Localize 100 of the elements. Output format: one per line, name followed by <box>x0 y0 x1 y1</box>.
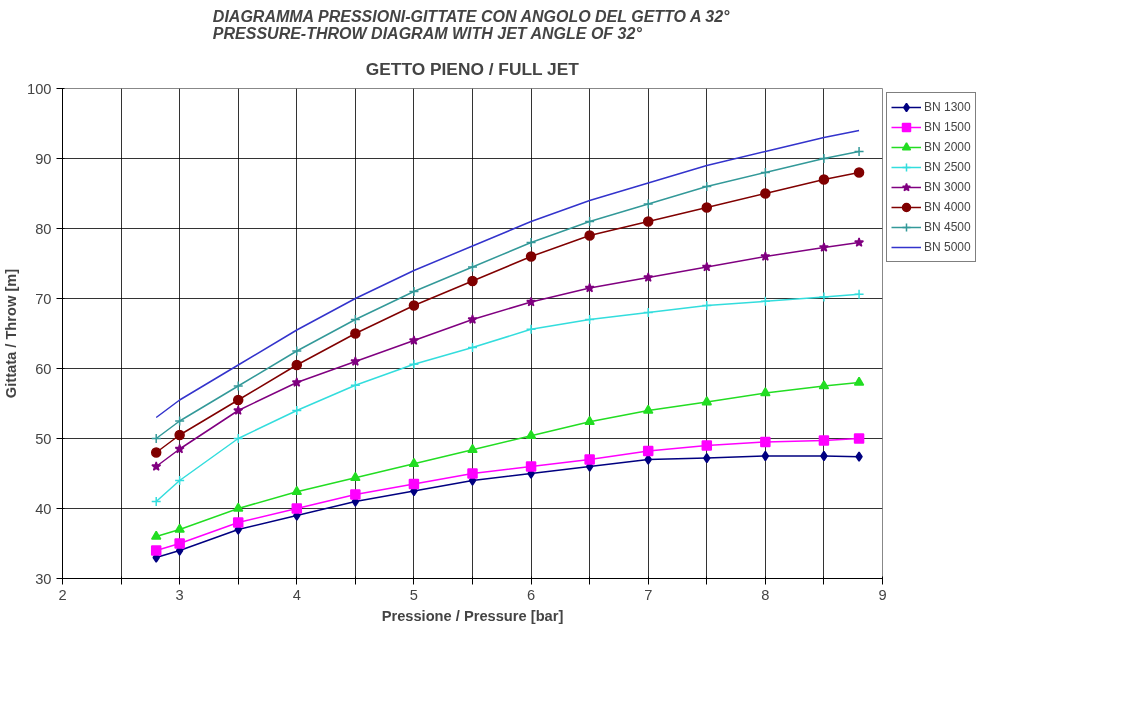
point <box>291 377 302 387</box>
point <box>584 415 595 426</box>
y-tick-label: 50 <box>35 430 52 447</box>
legend-label: BN 2500 <box>924 160 971 174</box>
point <box>350 489 361 500</box>
point <box>854 237 865 247</box>
point <box>584 454 595 465</box>
legend-label: BN 2000 <box>924 140 971 154</box>
point <box>408 478 420 490</box>
point <box>760 188 771 199</box>
point <box>467 261 478 273</box>
point <box>291 345 303 357</box>
point <box>760 436 771 448</box>
x-tick-label: 3 <box>175 586 184 603</box>
point <box>853 376 865 386</box>
chart-subtitle: GETTO PIENO / FULL JET <box>365 58 580 79</box>
y-tick-label: 70 <box>35 290 52 307</box>
point <box>853 167 865 178</box>
point <box>174 443 185 454</box>
point <box>291 405 303 416</box>
point <box>853 289 865 300</box>
legend-label: BN 4000 <box>924 200 971 214</box>
point <box>642 404 654 414</box>
point <box>408 335 419 345</box>
point <box>853 433 865 444</box>
x-tick-label: 8 <box>761 586 770 603</box>
point <box>174 538 185 549</box>
point <box>150 433 162 444</box>
point <box>643 272 654 282</box>
x-tick-label: 9 <box>878 586 887 603</box>
point <box>525 429 537 440</box>
point <box>408 359 420 370</box>
point <box>701 396 713 406</box>
point <box>233 405 244 415</box>
x-tick-label: 5 <box>409 586 419 603</box>
x-tick-label: 4 <box>292 586 301 603</box>
point <box>150 530 162 540</box>
point <box>174 429 185 441</box>
point <box>853 146 865 157</box>
y-tick-label: 60 <box>35 360 52 377</box>
point <box>467 275 478 287</box>
point <box>701 261 712 272</box>
point <box>174 523 185 533</box>
point <box>232 517 244 528</box>
point <box>232 433 244 444</box>
point <box>174 415 185 427</box>
legend-label: BN 1300 <box>924 100 971 114</box>
point <box>642 198 654 210</box>
point <box>701 181 713 192</box>
point <box>150 545 162 556</box>
point <box>526 296 537 307</box>
x-axis-title: Pressione / Pressure [bar] <box>381 607 564 624</box>
point <box>291 359 303 371</box>
point <box>855 451 863 462</box>
point <box>584 282 595 293</box>
x-tick-label: 7 <box>644 586 653 603</box>
point <box>291 503 303 514</box>
point <box>467 443 478 454</box>
point <box>150 496 162 507</box>
legend-label: BN 1500 <box>924 120 971 134</box>
point <box>150 447 162 458</box>
point <box>760 387 771 397</box>
point <box>467 314 478 324</box>
point <box>760 251 771 261</box>
point <box>701 202 713 213</box>
y-tick-label: 80 <box>35 220 52 237</box>
point <box>467 468 478 479</box>
point <box>818 291 830 303</box>
point <box>701 300 713 311</box>
point <box>408 300 420 311</box>
point <box>818 242 829 252</box>
legend-label: BN 5000 <box>924 240 971 254</box>
point <box>818 174 830 185</box>
point <box>232 394 244 406</box>
point <box>701 440 713 451</box>
legend-label: BN 3000 <box>924 180 971 194</box>
point <box>642 445 654 457</box>
x-tick-label: 6 <box>527 586 536 603</box>
y-tick-label: 90 <box>35 150 52 167</box>
point <box>151 461 162 471</box>
point <box>291 485 303 496</box>
point <box>525 251 537 262</box>
point <box>818 435 830 446</box>
point <box>818 380 830 390</box>
legend-label: BN 4500 <box>924 220 971 234</box>
y-tick-label: 30 <box>35 570 52 587</box>
point <box>350 356 361 366</box>
point <box>525 461 537 472</box>
point <box>525 324 537 335</box>
y-axis-title: Gittata / Throw [m] <box>3 268 20 399</box>
point <box>761 450 770 462</box>
point <box>408 457 420 468</box>
point <box>350 328 361 339</box>
chart-title: DIAGRAMMA PRESSIONI-GITTATE CON ANGOLO DEL GETTO A 32° PRESSURE-THROW DIAGRAM WITH JET ANGLE OF 32° <box>212 7 731 42</box>
point <box>818 153 830 164</box>
point <box>408 286 420 297</box>
y-tick-label: 100 <box>27 80 52 97</box>
point <box>642 216 654 227</box>
point <box>525 237 537 248</box>
y-tick-label: 40 <box>35 500 52 517</box>
